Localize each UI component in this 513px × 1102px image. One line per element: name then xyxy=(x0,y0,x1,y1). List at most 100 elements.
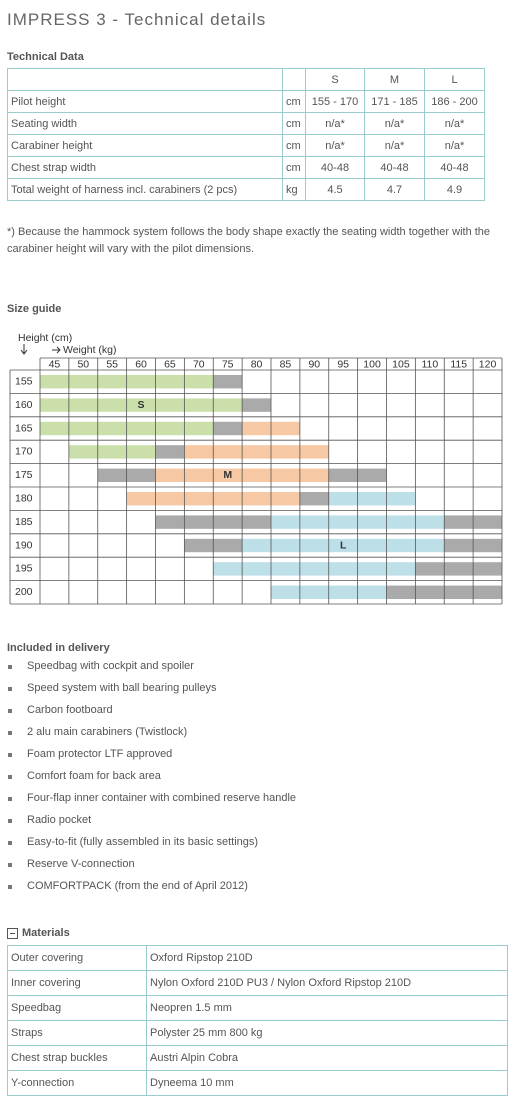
table-row: Straps Polyster 25 mm 800 kg xyxy=(7,1020,508,1046)
list-item: Speed system with ball bearing pulleys xyxy=(27,682,217,694)
height-label: 160 xyxy=(15,399,33,411)
table-row: Inner covering Nylon Oxford 210D PU3 / Ny… xyxy=(7,970,508,996)
arrow-icon xyxy=(52,346,61,354)
value: 171 - 185 xyxy=(364,90,425,113)
bullet xyxy=(8,819,12,823)
value: 4.7 xyxy=(364,178,425,201)
table-row: Chest strap buckles Austri Alpin Cobra xyxy=(7,1045,508,1071)
footnote: *) Because the hammock system follows th… xyxy=(7,226,491,255)
size-range xyxy=(213,421,243,436)
arrow-icon xyxy=(20,344,28,355)
bullet xyxy=(8,709,12,713)
weight-label: 80 xyxy=(251,358,263,370)
collapse-toggle[interactable] xyxy=(7,928,18,939)
page-title: IMPRESS 3 - Technical details xyxy=(7,10,267,29)
component: Outer covering xyxy=(7,945,147,971)
axis-label: Weight (kg) xyxy=(63,344,117,356)
material: Neopren 1.5 mm xyxy=(146,995,508,1021)
weight-label: 120 xyxy=(479,358,497,370)
section-heading: Technical Data xyxy=(7,51,84,63)
size-range xyxy=(68,445,156,459)
weight-label: 45 xyxy=(49,358,61,370)
size-range xyxy=(213,562,416,576)
component: Inner covering xyxy=(7,970,147,996)
value: n/a* xyxy=(424,112,485,135)
list-item: Four-flap inner container with combined … xyxy=(27,792,297,804)
weight-label: 105 xyxy=(392,358,410,370)
table-row: Outer covering Oxford Ripstop 210D xyxy=(7,945,508,971)
size-range xyxy=(242,538,445,553)
height-label: 200 xyxy=(15,586,33,598)
component: Speedbag xyxy=(7,995,147,1021)
height-label: 155 xyxy=(15,375,33,387)
size-label: M xyxy=(223,469,232,481)
height-label: 190 xyxy=(15,539,33,551)
size-range xyxy=(242,398,271,412)
height-label: 170 xyxy=(15,446,33,458)
bullet xyxy=(8,885,12,889)
value: n/a* xyxy=(364,134,425,157)
value: n/a* xyxy=(305,112,365,135)
value: 4.9 xyxy=(424,178,485,201)
value: n/a* xyxy=(305,134,365,157)
size-range xyxy=(155,445,185,459)
size-range xyxy=(40,398,243,412)
table-row: Speedbag Neopren 1.5 mm xyxy=(7,995,508,1021)
material: Dyneema 10 mm xyxy=(146,1070,508,1096)
size-label: S xyxy=(138,399,145,411)
materials-table: Outer covering Oxford Ripstop 210D Inner c… xyxy=(7,945,508,1096)
height-label: 165 xyxy=(15,422,33,434)
weight-label: 110 xyxy=(421,358,438,370)
height-label: 175 xyxy=(15,469,33,481)
table-row: Chest strap width cm 40-48 40-48 40-48 xyxy=(7,156,485,179)
size-guide: Height (cm)Weight (kg)45 50 55 60 65 70 75 80 85… xyxy=(9,332,503,605)
height-label: 180 xyxy=(15,492,33,504)
weight-label: 60 xyxy=(135,358,147,370)
bullet xyxy=(8,775,12,779)
material: Polyster 25 mm 800 kg xyxy=(146,1020,508,1046)
section-heading: Size guide xyxy=(7,303,62,315)
bullet xyxy=(8,841,12,845)
list-item: Carbon footboard xyxy=(27,704,113,716)
bullet xyxy=(8,687,12,691)
technical-table: S M L Pilot height cm 155 - 170 171 - 185 186 -… xyxy=(7,68,485,201)
row-label: Total weight of harness incl. carabiners… xyxy=(7,178,283,201)
material: Nylon Oxford 210D PU3 / Nylon Oxford Rip… xyxy=(146,970,508,996)
weight-label: 95 xyxy=(337,358,349,370)
bullet xyxy=(8,665,12,669)
list-item: Easy-to-fit (fully assembled in its basi… xyxy=(27,836,259,848)
list-item: 2 alu main carabiners (Twistlock) xyxy=(27,726,188,738)
list-item: Reserve V-connection xyxy=(27,858,135,870)
value: n/a* xyxy=(424,134,485,157)
axis-label: Height (cm) xyxy=(18,332,72,344)
value: n/a* xyxy=(364,112,425,135)
size-range xyxy=(415,562,502,576)
size-range xyxy=(184,445,329,459)
size-label: L xyxy=(340,539,347,551)
height-label: 195 xyxy=(15,563,33,575)
height-label: 185 xyxy=(15,516,33,528)
weight-label: 50 xyxy=(77,358,89,370)
bullet xyxy=(8,753,12,757)
table-row: Carabiner height cm n/a* n/a* n/a* xyxy=(7,134,485,157)
size-range xyxy=(213,375,243,389)
list-item: Radio pocket xyxy=(27,814,92,826)
weight-label: 90 xyxy=(308,358,320,370)
material: Austri Alpin Cobra xyxy=(146,1045,508,1071)
weight-label: 100 xyxy=(363,358,381,370)
list-item: Comfort foam for back area xyxy=(27,770,161,782)
bullet xyxy=(8,731,12,735)
weight-label: 75 xyxy=(222,358,234,370)
size-range xyxy=(328,492,416,506)
table-row: Seating width cm n/a* n/a* n/a* xyxy=(7,112,485,135)
list-item: Foam protector LTF approved xyxy=(27,748,173,760)
weight-label: 70 xyxy=(193,358,205,370)
component: Chest strap buckles xyxy=(7,1045,147,1071)
bullet xyxy=(8,797,12,801)
table-row: Total weight of harness incl. carabiners… xyxy=(7,178,485,201)
weight-label: 85 xyxy=(280,358,292,370)
section-heading: Materials xyxy=(22,927,70,939)
size-range xyxy=(299,492,329,506)
